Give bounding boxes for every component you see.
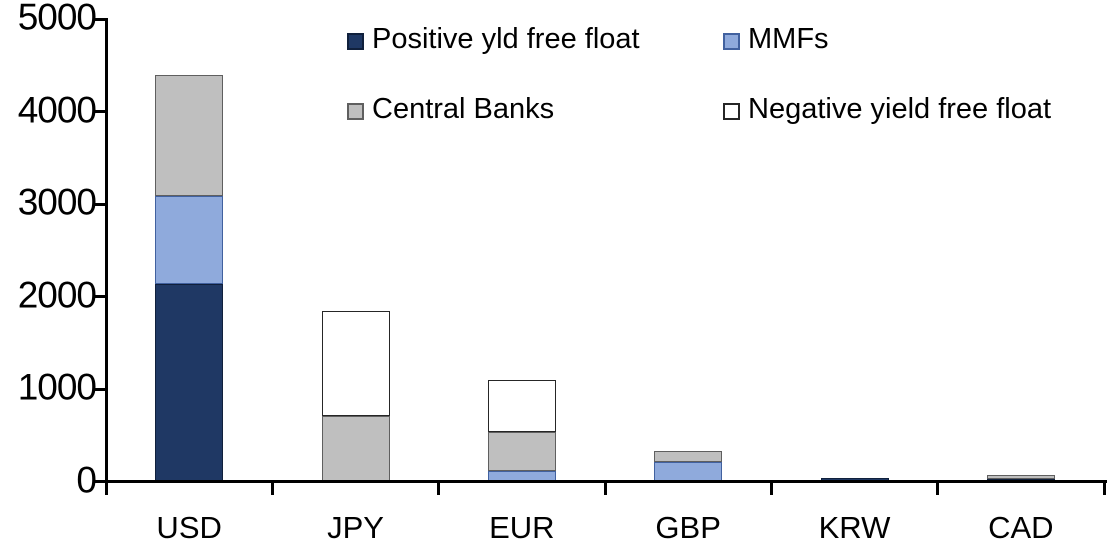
bar-segment-negative-yield-free-float: [321, 310, 390, 417]
x-axis-tick: [270, 481, 274, 495]
bar-segment-central-banks: [487, 432, 556, 471]
x-category-label: EUR: [489, 510, 555, 545]
legend-swatch-mmfs: [723, 32, 740, 50]
y-axis-tick: [93, 480, 105, 483]
legend-label: Negative yield free float: [748, 93, 1052, 125]
bar-segment-negative-yield-free-float: [487, 379, 556, 432]
legend-item-positive-yld-free-float: Positive yld free float: [347, 25, 640, 57]
y-axis-tick: [93, 387, 105, 391]
legend-item-negative-yield-free-float: Negative yield free float: [723, 95, 1051, 127]
y-axis-tick: [93, 17, 105, 21]
x-category-label: KRW: [818, 510, 891, 545]
y-tick-label: 3000: [17, 181, 97, 223]
bar-segment-positive-yld-free-float: [155, 283, 224, 482]
y-axis-tick: [93, 202, 105, 206]
x-axis-tick: [104, 481, 108, 495]
legend-item-central-banks: Central Banks: [347, 95, 554, 127]
legend-label: MMFs: [748, 23, 829, 55]
bar-segment-central-banks: [155, 75, 224, 196]
bar-segment-mmfs: [654, 462, 723, 482]
x-axis-tick: [437, 481, 441, 495]
legend-label: Central Banks: [372, 93, 555, 125]
x-axis-tick: [1102, 481, 1106, 495]
legend-item-mmfs: MMFs: [723, 25, 829, 57]
y-axis-tick: [93, 110, 105, 113]
x-category-label: GBP: [655, 510, 721, 545]
y-tick-label: 4000: [17, 88, 97, 130]
bar-segment-central-banks: [986, 475, 1055, 479]
x-axis-tick: [603, 481, 607, 495]
y-axis-line: [105, 18, 108, 484]
y-tick-label: 5000: [17, 0, 97, 38]
y-axis-tick: [93, 295, 105, 298]
legend-label: Positive yld free float: [372, 23, 640, 55]
x-category-label: JPY: [327, 510, 384, 545]
bar-segment-mmfs: [155, 195, 224, 284]
x-axis-tick: [936, 481, 940, 495]
x-category-label: USD: [156, 510, 222, 545]
bar-segment-central-banks: [321, 416, 390, 482]
bar-segment-central-banks: [654, 450, 723, 463]
legend-swatch-negative-yield-free-float: [723, 102, 740, 120]
legend-swatch-positive-yld-free-float: [347, 32, 364, 50]
x-axis-tick: [769, 481, 773, 495]
legend-swatch-central-banks: [347, 102, 364, 120]
x-category-label: CAD: [988, 510, 1054, 545]
y-tick-label: 0: [76, 458, 97, 500]
y-tick-label: 2000: [17, 273, 97, 315]
y-tick-label: 1000: [17, 366, 97, 408]
